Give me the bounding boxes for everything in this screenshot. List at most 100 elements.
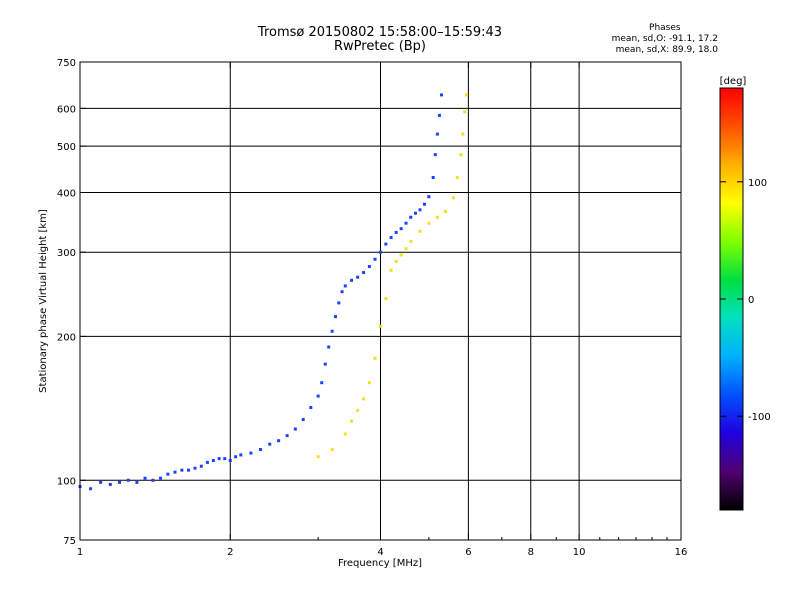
y-tick-label: 600 xyxy=(57,104,76,115)
data-point-o xyxy=(323,362,327,366)
y-tick-label: 750 xyxy=(57,58,76,69)
data-point-o xyxy=(394,230,398,234)
data-point-o xyxy=(234,455,238,459)
data-point-o xyxy=(373,257,377,261)
data-point-o xyxy=(427,195,431,199)
data-point-x xyxy=(384,297,388,301)
data-point-x xyxy=(356,408,360,412)
data-point-x xyxy=(399,253,403,257)
phase-stats-o: mean, sd,O: -91.1, 17.2 xyxy=(611,34,718,44)
data-point-o xyxy=(143,476,147,480)
data-point-x xyxy=(350,419,354,423)
data-point-o xyxy=(437,113,441,117)
data-point-o xyxy=(166,472,170,476)
data-point-o xyxy=(205,460,209,464)
data-point-o xyxy=(249,451,253,455)
chart-subtitle: RwPretec (Bp) xyxy=(333,39,427,54)
x-tick-label: 10 xyxy=(573,547,586,558)
data-point-o xyxy=(277,439,281,443)
data-point-o xyxy=(418,208,422,212)
data-point-x xyxy=(461,132,465,136)
data-point-o xyxy=(337,301,341,305)
data-point-o xyxy=(356,275,360,279)
data-point-o xyxy=(187,468,191,472)
x-tick-label: 6 xyxy=(465,547,471,558)
data-point-x xyxy=(463,110,467,114)
phase-stats: Phases mean, sd,O: -91.1, 17.2 mean, sd,… xyxy=(612,23,718,56)
data-point-x xyxy=(373,356,377,360)
x-tick-label: 2 xyxy=(227,547,233,558)
data-point-o xyxy=(422,202,426,206)
data-point-x xyxy=(316,455,320,459)
data-point-o xyxy=(440,93,444,97)
x-tick-label: 4 xyxy=(377,547,383,558)
grid-layer xyxy=(80,62,681,540)
colorbar-ticks: -100 0 100 xyxy=(720,178,771,423)
data-point-o xyxy=(316,394,320,398)
data-point-o xyxy=(404,221,408,225)
y-tick-label: 75 xyxy=(63,536,76,547)
y-tick-label: 200 xyxy=(57,332,76,343)
data-point-o xyxy=(151,478,155,482)
phase-stats-x: mean, sd,X: 89.9, 18.0 xyxy=(615,45,718,55)
points-layer xyxy=(78,93,469,491)
phase-stats-title: Phases xyxy=(649,23,681,33)
y-tick-label: 500 xyxy=(57,142,76,153)
data-point-o xyxy=(259,447,263,451)
data-point-x xyxy=(343,432,347,436)
data-point-o xyxy=(362,271,366,275)
data-point-x xyxy=(455,175,459,179)
data-point-x xyxy=(409,239,413,243)
data-point-o xyxy=(431,175,435,179)
data-point-o xyxy=(343,284,347,288)
data-point-o xyxy=(333,315,337,319)
data-point-x xyxy=(404,247,408,251)
colorbar-tick-label: 0 xyxy=(748,295,754,306)
data-point-o xyxy=(309,405,313,409)
data-point-o xyxy=(340,290,344,294)
data-point-o xyxy=(239,453,243,457)
data-point-o xyxy=(223,457,227,461)
data-point-o xyxy=(350,278,354,282)
y-tick-label: 400 xyxy=(57,188,76,199)
data-point-x xyxy=(459,153,463,157)
data-point-o xyxy=(217,457,221,461)
data-point-o xyxy=(126,478,130,482)
data-point-o xyxy=(327,345,331,349)
data-point-o xyxy=(99,480,103,484)
data-point-o xyxy=(389,236,393,240)
colorbar-tick-label: -100 xyxy=(748,412,771,423)
data-point-o xyxy=(228,458,232,462)
data-point-x xyxy=(367,381,371,385)
data-point-x xyxy=(427,221,431,225)
data-point-x xyxy=(379,324,382,328)
data-point-o xyxy=(301,418,305,422)
data-point-o xyxy=(285,434,289,438)
chart-title: Tromsø 20150802 15:58:00–15:59:43 xyxy=(257,25,503,40)
data-point-o xyxy=(268,442,272,446)
x-tick-label: 1 xyxy=(77,547,83,558)
data-point-o xyxy=(293,427,297,431)
data-point-x xyxy=(465,93,469,97)
x-tick-label: 16 xyxy=(675,547,688,558)
colorbar-label: [deg] xyxy=(720,76,747,87)
data-point-o xyxy=(193,466,197,470)
ticks-layer: 1 2 4 6 8 10 16 75 100 200 300 400 500 600 750 xyxy=(57,58,687,558)
data-point-x xyxy=(394,259,398,263)
x-tick-label: 8 xyxy=(528,547,534,558)
data-point-o xyxy=(135,480,139,484)
data-point-x xyxy=(418,229,422,233)
y-tick-label: 100 xyxy=(57,476,76,487)
data-point-o xyxy=(330,329,334,333)
data-point-x xyxy=(389,268,393,272)
y-axis-label: Stationary phase Virtual Height [km] xyxy=(38,209,49,393)
data-point-x xyxy=(444,210,448,214)
data-point-o xyxy=(180,468,184,472)
data-point-o xyxy=(173,470,177,474)
data-point-o xyxy=(108,482,112,486)
x-axis-label: Frequency [MHz] xyxy=(338,558,422,569)
data-point-x xyxy=(330,447,334,451)
data-point-o xyxy=(379,250,382,254)
data-point-x xyxy=(435,215,439,219)
